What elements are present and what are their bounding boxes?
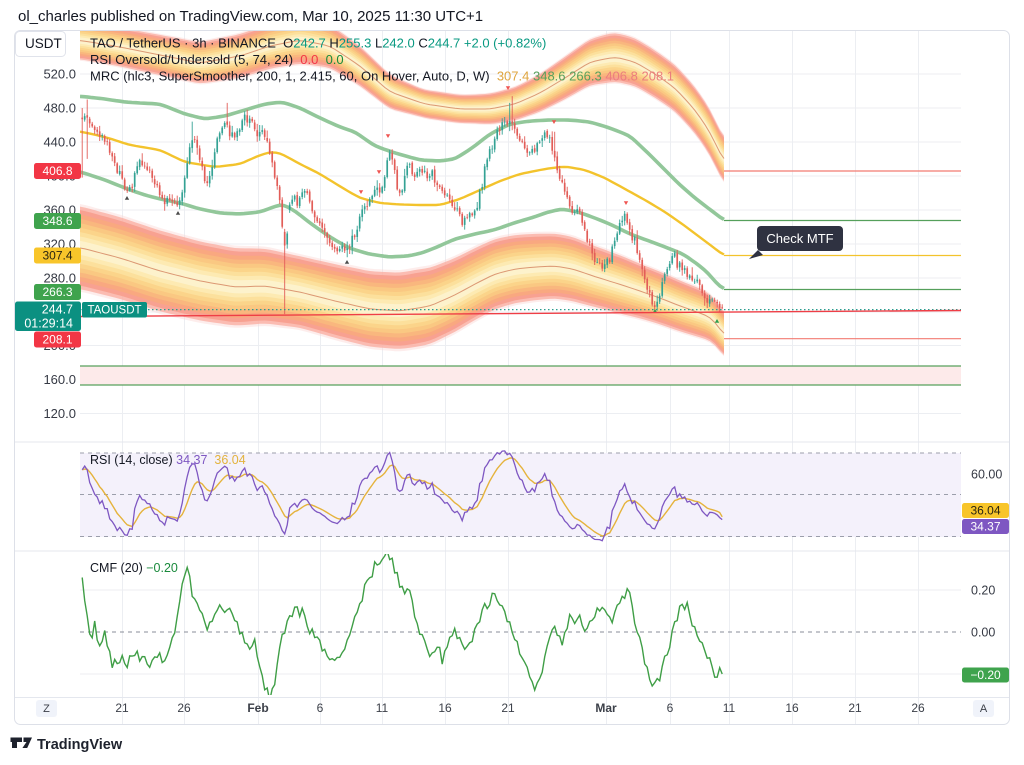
svg-text:Feb: Feb (247, 701, 268, 715)
svg-text:60.00: 60.00 (971, 468, 1002, 482)
svg-text:0.20: 0.20 (971, 584, 995, 598)
svg-text:406.8: 406.8 (42, 164, 72, 178)
svg-text:307.4: 307.4 (42, 249, 72, 263)
svg-text:480.0: 480.0 (43, 100, 76, 115)
svg-text:USDT: USDT (25, 36, 62, 51)
svg-text:16: 16 (438, 701, 452, 715)
svg-text:244.7: 244.7 (42, 303, 73, 317)
svg-text:−0.20: −0.20 (970, 668, 1001, 682)
svg-text:ol_charles published on Tradin: ol_charles published on TradingView.com,… (18, 8, 483, 25)
svg-text:16: 16 (785, 701, 799, 715)
svg-text:21: 21 (501, 701, 515, 715)
svg-text:RSI (14, close) 34.37 36.04: RSI (14, close) 34.37 36.04 (90, 453, 246, 467)
svg-text:RSI Oversold/Undersold (5, 74,: RSI Oversold/Undersold (5, 74, 24) 0.0 0… (90, 52, 344, 67)
svg-text:MRC (hlc3, SuperSmoother, 200,: MRC (hlc3, SuperSmoother, 200, 1, 2.415,… (90, 69, 674, 84)
svg-text:440.0: 440.0 (43, 134, 76, 149)
svg-text:CMF (20) −0.20: CMF (20) −0.20 (90, 561, 178, 575)
svg-text:160.0: 160.0 (43, 372, 76, 387)
svg-text:0.00: 0.00 (971, 626, 995, 640)
svg-text:Mar: Mar (595, 701, 617, 715)
svg-text:26: 26 (911, 701, 925, 715)
svg-text:26: 26 (177, 701, 191, 715)
svg-text:208.1: 208.1 (42, 333, 72, 347)
svg-text:Check MTF: Check MTF (766, 231, 833, 246)
svg-text:01:29:14: 01:29:14 (24, 317, 73, 331)
svg-text:120.0: 120.0 (43, 406, 76, 421)
svg-text:Z: Z (43, 703, 50, 715)
svg-text:TradingView: TradingView (37, 737, 123, 753)
svg-text:TAO / TetherUS · 3h · BINANCE: TAO / TetherUS · 3h · BINANCE O242.7 H25… (90, 36, 546, 51)
svg-text:21: 21 (848, 701, 862, 715)
svg-text:11: 11 (723, 701, 736, 715)
svg-text:348.6: 348.6 (42, 214, 72, 228)
svg-text:21: 21 (115, 701, 129, 715)
svg-text:6: 6 (667, 701, 674, 715)
svg-text:11: 11 (376, 701, 389, 715)
svg-text:266.3: 266.3 (42, 285, 72, 299)
svg-text:A: A (980, 703, 988, 715)
svg-text:6: 6 (317, 701, 324, 715)
svg-text:36.04: 36.04 (970, 504, 1000, 518)
svg-text:280.0: 280.0 (43, 270, 76, 285)
svg-text:520.0: 520.0 (43, 66, 76, 81)
svg-text:TAOUSDT: TAOUSDT (87, 305, 141, 317)
svg-text:34.37: 34.37 (970, 520, 1000, 534)
